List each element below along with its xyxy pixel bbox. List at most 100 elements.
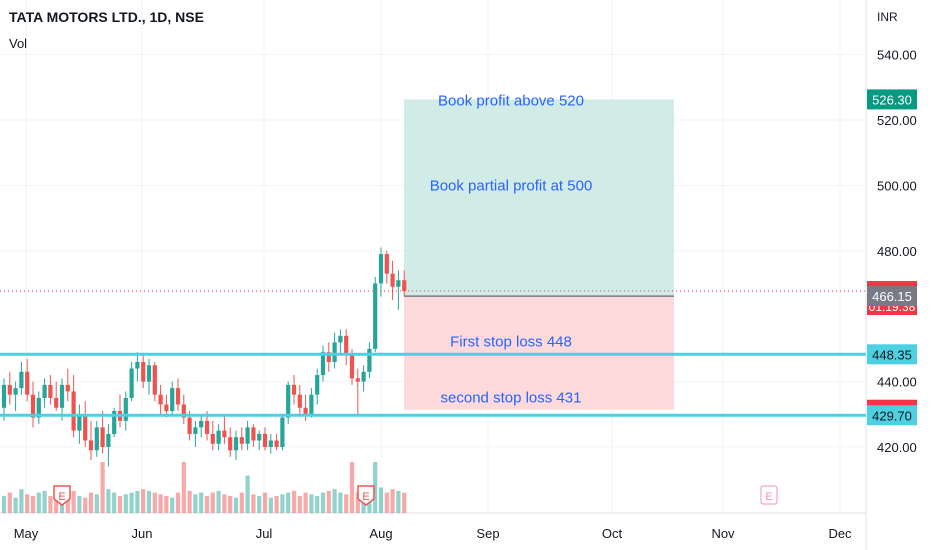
candle-body[interactable] (349, 355, 355, 379)
candle-body[interactable] (158, 394, 163, 405)
candle-body[interactable] (71, 391, 76, 431)
candle-body[interactable] (222, 430, 227, 438)
candle-body[interactable] (378, 254, 384, 284)
candle-body[interactable] (309, 394, 314, 415)
candle-body[interactable] (1, 384, 7, 408)
candle-body[interactable] (164, 404, 169, 412)
candle-body[interactable] (332, 342, 337, 362)
candle-body[interactable] (30, 394, 36, 418)
candle-body[interactable] (146, 365, 152, 382)
volume-bar (187, 490, 192, 513)
candle-body[interactable] (268, 440, 273, 447)
volume-bar (158, 494, 163, 513)
candle-body[interactable] (257, 433, 262, 441)
candle-body[interactable] (286, 384, 291, 418)
y-tick-label: 540.00 (877, 48, 917, 63)
candle-body[interactable] (141, 361, 146, 382)
volume-bar (268, 497, 273, 513)
price-axis-label: 526.30 (872, 92, 912, 107)
candle-body[interactable] (36, 397, 41, 418)
symbol-title[interactable]: TATA MOTORS LTD., 1D, NSE (9, 9, 204, 25)
annotation-label[interactable]: Book partial profit at 500 (430, 177, 593, 194)
candle-body[interactable] (88, 440, 94, 451)
candle-body[interactable] (42, 384, 47, 398)
x-tick-label: Dec (828, 526, 852, 541)
candle-body[interactable] (210, 433, 215, 444)
candle-body[interactable] (216, 430, 221, 444)
x-tick-label: Jul (256, 526, 273, 541)
candle-body[interactable] (106, 433, 111, 447)
candle-body[interactable] (297, 394, 302, 408)
candle-body[interactable] (135, 361, 140, 369)
candle-body[interactable] (344, 335, 349, 356)
earnings-marker-icon[interactable] (357, 485, 375, 506)
candle-body[interactable] (7, 384, 12, 395)
volume-indicator-label[interactable]: Vol (9, 36, 28, 51)
candle-body[interactable] (152, 365, 157, 395)
earnings-marker-label: E (58, 491, 65, 503)
candle-body[interactable] (175, 388, 181, 405)
volume-bar (315, 496, 320, 513)
candle-body[interactable] (262, 433, 268, 447)
candle-body[interactable] (181, 404, 186, 418)
candle-body[interactable] (94, 427, 99, 451)
candle-body[interactable] (77, 414, 82, 431)
candle-body[interactable] (187, 417, 192, 434)
candle-body[interactable] (13, 388, 18, 395)
candle-body[interactable] (367, 348, 372, 372)
candle-body[interactable] (100, 427, 105, 447)
volume-bar (19, 489, 24, 513)
volume-bar (251, 494, 256, 513)
candle-body[interactable] (204, 420, 210, 434)
candle-body[interactable] (280, 417, 285, 447)
annotation-label[interactable]: First stop loss 448 (450, 333, 572, 350)
volume-bar (129, 492, 134, 513)
candle-body[interactable] (112, 411, 117, 434)
candle-body[interactable] (25, 371, 30, 395)
candle-body[interactable] (239, 437, 244, 444)
candle-body[interactable] (384, 254, 389, 274)
candle-body[interactable] (355, 378, 360, 382)
candle-body[interactable] (291, 384, 297, 395)
candle-body[interactable] (274, 440, 279, 447)
annotation-label[interactable]: second stop loss 431 (441, 390, 582, 407)
candle-body[interactable] (390, 273, 395, 287)
candle-body[interactable] (228, 437, 233, 451)
profit-zone[interactable] (404, 99, 674, 297)
volume-bar (77, 496, 82, 513)
candle-body[interactable] (396, 280, 401, 287)
candle-body[interactable] (320, 352, 326, 376)
earnings-marker-icon[interactable] (760, 485, 778, 505)
volume-bar (303, 492, 308, 513)
candle-body[interactable] (251, 427, 256, 441)
candle-body[interactable] (303, 407, 308, 415)
candle-body[interactable] (245, 427, 250, 444)
candle-body[interactable] (59, 384, 65, 408)
volume-bar (36, 492, 41, 513)
candle-body[interactable] (402, 280, 407, 292)
candle-body[interactable] (123, 397, 128, 421)
candle-body[interactable] (315, 375, 320, 395)
candle-body[interactable] (19, 371, 24, 389)
candle-body[interactable] (65, 384, 70, 392)
earnings-marker-icon[interactable] (53, 485, 71, 506)
volume-bar (349, 462, 355, 513)
candle-body[interactable] (373, 283, 378, 349)
candle-body[interactable] (338, 335, 343, 343)
candle-body[interactable] (199, 420, 204, 428)
price-axis-label: 429.70 (872, 408, 912, 423)
x-tick-label: Sep (476, 526, 499, 541)
volume-bar (117, 496, 123, 513)
candle-body[interactable] (48, 384, 53, 398)
annotation-label[interactable]: Book profit above 520 (438, 92, 584, 109)
candle-body[interactable] (54, 397, 59, 408)
candle-body[interactable] (361, 371, 366, 382)
volume-bar (170, 497, 175, 513)
candle-body[interactable] (170, 388, 175, 412)
candle-body[interactable] (129, 368, 134, 398)
candle-body[interactable] (193, 427, 198, 434)
candle-body[interactable] (233, 437, 239, 451)
candle-body[interactable] (83, 414, 88, 441)
candle-body[interactable] (326, 352, 331, 362)
